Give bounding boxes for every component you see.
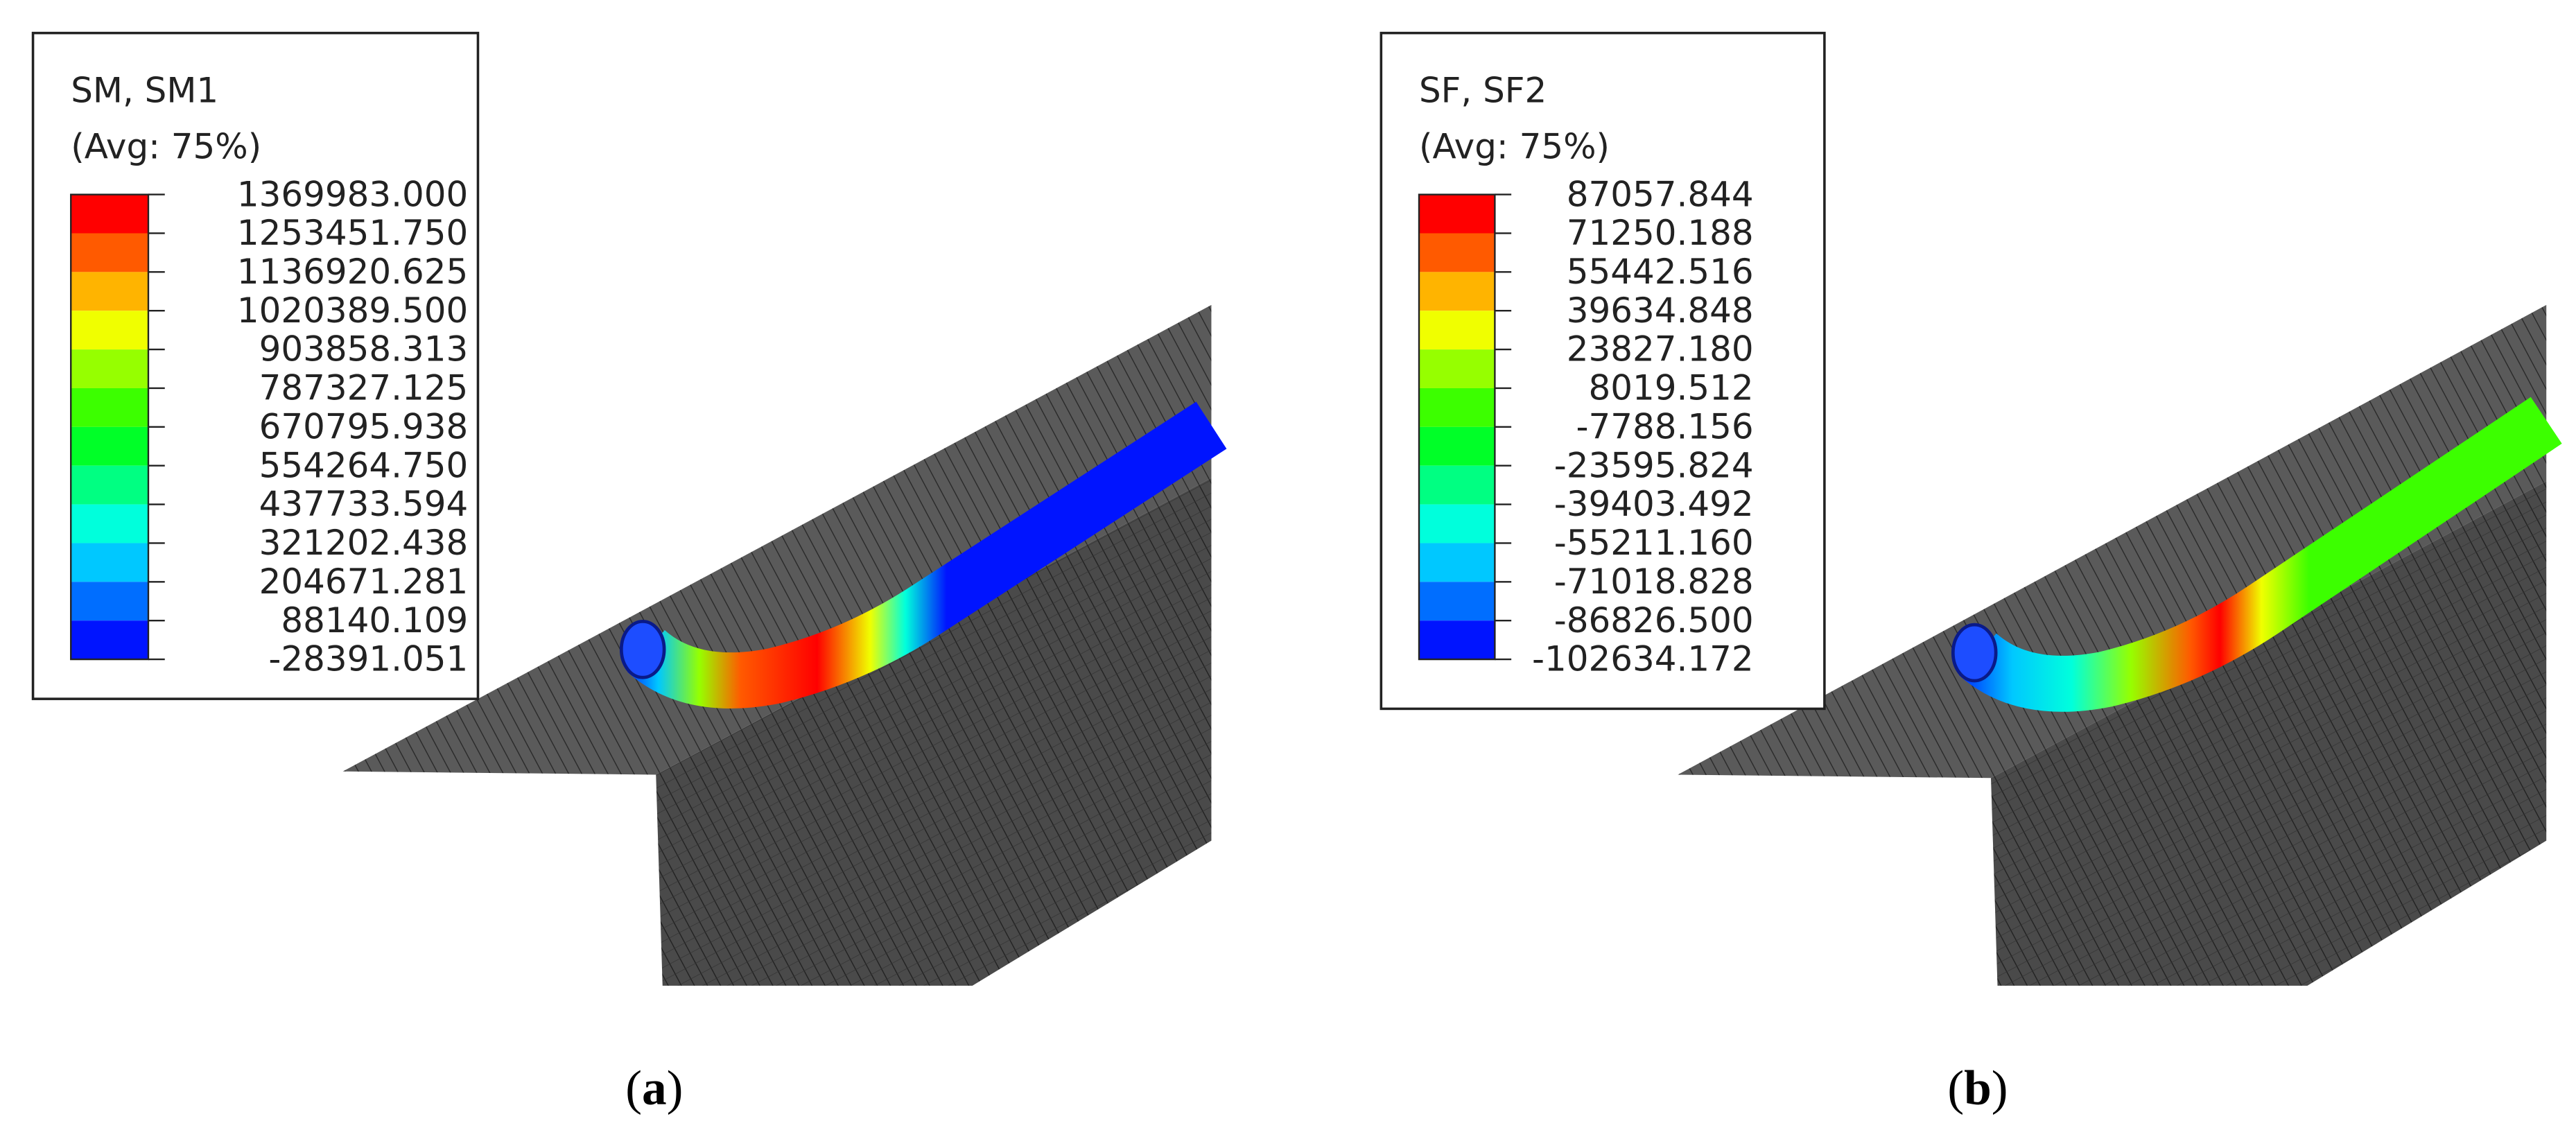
level-label: -86826.500 bbox=[1554, 600, 1754, 641]
caption-letter: a bbox=[642, 1061, 667, 1115]
level-label: 87057.844 bbox=[1567, 174, 1754, 214]
level-label: -7788.156 bbox=[1576, 406, 1753, 446]
color-band bbox=[1419, 620, 1495, 660]
level-label: 1253451.750 bbox=[237, 213, 468, 253]
level-label: 204671.281 bbox=[259, 562, 469, 602]
level-label: 8019.512 bbox=[1588, 368, 1753, 408]
level-label: 39634.848 bbox=[1567, 290, 1754, 331]
color-band bbox=[71, 194, 148, 234]
color-band bbox=[1419, 194, 1495, 234]
plate-wall bbox=[1990, 481, 2547, 986]
plate-top bbox=[1678, 304, 2547, 779]
color-bar-outline bbox=[1418, 193, 1496, 661]
model-a bbox=[342, 304, 1227, 986]
color-band bbox=[1419, 349, 1495, 388]
level-label: -71018.828 bbox=[1554, 562, 1754, 602]
color-band bbox=[1419, 465, 1495, 505]
color-band bbox=[71, 582, 148, 621]
level-label: 88140.109 bbox=[281, 600, 468, 641]
level-label: -23595.824 bbox=[1554, 445, 1754, 485]
level-label: 55442.516 bbox=[1567, 252, 1754, 292]
color-band bbox=[1419, 233, 1495, 272]
color-band bbox=[71, 388, 148, 427]
level-label: 1369983.000 bbox=[237, 174, 468, 214]
pipe bbox=[627, 401, 1227, 709]
level-label: 1020389.500 bbox=[237, 290, 468, 331]
color-band bbox=[1419, 426, 1495, 466]
color-band bbox=[1419, 311, 1495, 350]
level-label: -28391.051 bbox=[268, 639, 468, 679]
plate-wall bbox=[656, 478, 1212, 986]
legend-subtitle: (Avg: 75%) bbox=[1419, 126, 1610, 166]
color-band bbox=[1419, 582, 1495, 621]
legend-title: SM, SM1 bbox=[71, 70, 218, 110]
color-band bbox=[1419, 504, 1495, 544]
legend-title: SF, SF2 bbox=[1419, 70, 1547, 110]
color-band bbox=[71, 426, 148, 466]
caption-open: ( bbox=[1947, 1061, 1964, 1115]
level-label: -102634.172 bbox=[1532, 639, 1754, 679]
color-band bbox=[1419, 272, 1495, 311]
plate-top bbox=[342, 304, 1212, 775]
legend: SM, SM1(Avg: 75%)1369983.0001253451.7501… bbox=[31, 31, 480, 700]
color-band bbox=[71, 311, 148, 350]
level-label: 321202.438 bbox=[259, 523, 469, 563]
level-label: 23827.180 bbox=[1567, 329, 1754, 369]
level-label: 1136920.625 bbox=[237, 252, 468, 292]
caption: (a) bbox=[625, 1061, 683, 1115]
level-label: 787327.125 bbox=[259, 368, 469, 408]
color-band bbox=[71, 349, 148, 388]
pipe-end bbox=[619, 620, 666, 679]
color-band bbox=[1419, 388, 1495, 427]
legend-subtitle: (Avg: 75%) bbox=[71, 126, 261, 166]
caption-letter: b bbox=[1964, 1061, 1992, 1115]
level-label: 71250.188 bbox=[1567, 213, 1754, 253]
level-label: -39403.492 bbox=[1554, 484, 1754, 524]
color-band bbox=[71, 504, 148, 544]
color-band bbox=[71, 543, 148, 582]
pipe-end bbox=[1951, 623, 1998, 683]
caption: (b) bbox=[1947, 1061, 2008, 1115]
caption-close: ) bbox=[1992, 1061, 2008, 1115]
color-band bbox=[71, 465, 148, 505]
level-label: 554264.750 bbox=[259, 445, 469, 485]
caption-open: ( bbox=[625, 1061, 642, 1115]
pipe bbox=[1959, 397, 2562, 712]
model-b bbox=[1678, 304, 2562, 986]
level-label: -55211.160 bbox=[1554, 523, 1754, 563]
level-label: 670795.938 bbox=[259, 406, 469, 446]
caption-close: ) bbox=[667, 1061, 684, 1115]
level-label: 437733.594 bbox=[259, 484, 469, 524]
color-band bbox=[71, 620, 148, 660]
color-band bbox=[71, 272, 148, 311]
level-label: 903858.313 bbox=[259, 329, 469, 369]
legend: SF, SF2 (Avg: 75%) 87057.84471250.18855442… bbox=[1380, 31, 1826, 711]
color-band bbox=[71, 233, 148, 272]
color-band bbox=[1419, 543, 1495, 582]
